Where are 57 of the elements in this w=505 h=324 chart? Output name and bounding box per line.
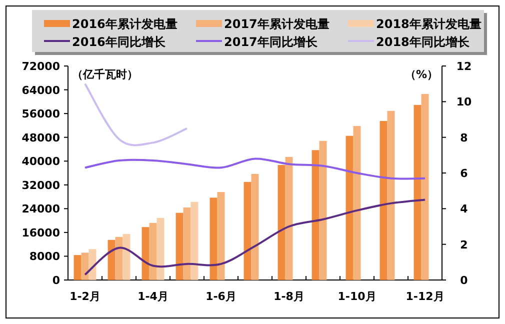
bar [217,192,225,280]
y-tick-label: 24000 [22,202,60,216]
legend-label: 2018年累计发电量 [376,17,482,31]
y-tick-label: 0 [52,274,60,287]
y2-tick-label: 2 [460,238,468,252]
y-tick-label: 56000 [22,108,60,121]
y-tick-label: 8000 [29,250,60,264]
bar [190,202,198,280]
x-tick-label: 1-4月 [138,290,168,303]
bar [149,222,157,280]
bar [353,126,361,280]
bar [244,182,252,280]
x-tick-label: 1-12月 [406,290,444,303]
bar [285,156,293,280]
bar [421,94,429,280]
line-series [84,158,426,180]
bar [312,150,320,280]
y2-tick-label: 0 [460,274,468,287]
bar [183,207,191,280]
bar [156,218,164,280]
bar [278,164,286,280]
x-tick-label: 1-10月 [338,290,376,303]
y-tick-label: 64000 [22,84,60,97]
legend-label: 2016年累计发电量 [72,17,178,31]
bar [319,140,327,280]
y2-tick-label: 6 [460,167,468,180]
y2-tick-label: 8 [460,131,468,144]
bar [88,249,96,280]
y-tick-label: 32000 [22,178,60,192]
bar [380,120,388,280]
legend-label: 2018年同比增长 [376,35,470,49]
bar [414,104,422,280]
x-tick-label: 1-8月 [274,290,304,303]
y-tick-label: 16000 [22,226,60,240]
bar [210,198,218,280]
y2-tick-label: 10 [456,96,472,109]
legend-label: 2017年同比增长 [224,35,318,49]
y-tick-label: 48000 [22,131,60,144]
y2-tick-label: 4 [460,202,468,216]
legend-label: 2016年同比增长 [72,35,166,49]
bar [176,212,184,280]
line-series [84,198,426,276]
bar [108,240,116,280]
x-tick-label: 1-6月 [206,290,236,303]
x-tick-label: 1-2月 [70,290,100,303]
bar [142,227,150,280]
bar [387,110,395,280]
bar [122,234,130,280]
y2-axis-title: （%） [404,68,438,81]
legend-label: 2017年累计发电量 [224,17,330,31]
y-tick-label: 72000 [22,60,60,73]
y2-tick-label: 12 [456,60,472,73]
bar [74,255,82,280]
bar [251,174,259,280]
y-tick-label: 40000 [22,155,60,168]
y-axis-title: （亿千瓦时） [72,68,138,81]
bar [346,136,354,280]
